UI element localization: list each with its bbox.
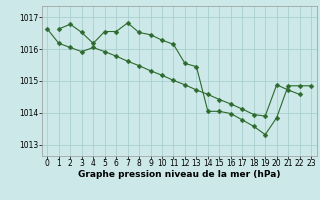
X-axis label: Graphe pression niveau de la mer (hPa): Graphe pression niveau de la mer (hPa) — [78, 170, 280, 179]
